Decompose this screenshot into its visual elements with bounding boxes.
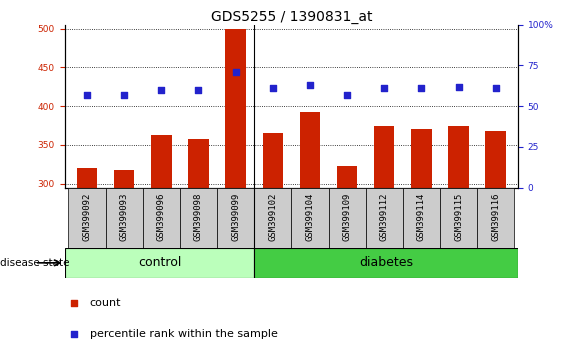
Title: GDS5255 / 1390831_at: GDS5255 / 1390831_at	[211, 10, 372, 24]
Bar	[485, 131, 506, 188]
Bar	[411, 130, 432, 188]
Bar	[403, 188, 440, 248]
Bar	[300, 113, 320, 188]
Bar	[337, 166, 358, 188]
Text: GSM399104: GSM399104	[305, 193, 314, 241]
Text: GSM399109: GSM399109	[342, 193, 351, 241]
Bar	[151, 135, 172, 188]
Text: GSM399102: GSM399102	[269, 193, 278, 241]
Bar	[225, 29, 246, 188]
Point	[269, 85, 278, 91]
Point	[231, 69, 240, 75]
Bar	[180, 188, 217, 248]
Point	[491, 85, 500, 91]
Bar	[65, 248, 254, 278]
Bar	[448, 126, 469, 188]
Point	[417, 85, 426, 91]
Text: GSM399093: GSM399093	[120, 193, 129, 241]
Bar	[114, 170, 135, 188]
Bar	[143, 188, 180, 248]
Point	[120, 92, 129, 98]
Point	[83, 92, 92, 98]
Bar	[254, 248, 518, 278]
Text: GSM399098: GSM399098	[194, 193, 203, 241]
Text: count: count	[90, 298, 121, 308]
Bar	[374, 126, 395, 188]
Point	[454, 84, 463, 90]
Text: GSM399116: GSM399116	[491, 193, 500, 241]
Bar	[188, 139, 209, 188]
Text: control: control	[138, 256, 181, 269]
Text: disease state: disease state	[0, 258, 69, 268]
Point	[379, 85, 388, 91]
Text: GSM399112: GSM399112	[379, 193, 388, 241]
Bar	[365, 188, 403, 248]
Bar	[254, 188, 292, 248]
Text: percentile rank within the sample: percentile rank within the sample	[90, 329, 278, 339]
Bar	[440, 188, 477, 248]
Bar	[106, 188, 143, 248]
Point	[157, 87, 166, 93]
Bar	[328, 188, 365, 248]
Bar	[292, 188, 328, 248]
Point	[69, 301, 78, 306]
Bar	[477, 188, 514, 248]
Text: GSM399099: GSM399099	[231, 193, 240, 241]
Text: GSM399115: GSM399115	[454, 193, 463, 241]
Point	[305, 82, 314, 88]
Bar	[69, 188, 106, 248]
Text: GSM399096: GSM399096	[157, 193, 166, 241]
Point	[69, 331, 78, 336]
Point	[342, 92, 351, 98]
Point	[194, 87, 203, 93]
Bar	[217, 188, 254, 248]
Text: diabetes: diabetes	[359, 256, 413, 269]
Bar	[77, 168, 97, 188]
Text: GSM399092: GSM399092	[83, 193, 92, 241]
Text: GSM399114: GSM399114	[417, 193, 426, 241]
Bar	[262, 133, 283, 188]
